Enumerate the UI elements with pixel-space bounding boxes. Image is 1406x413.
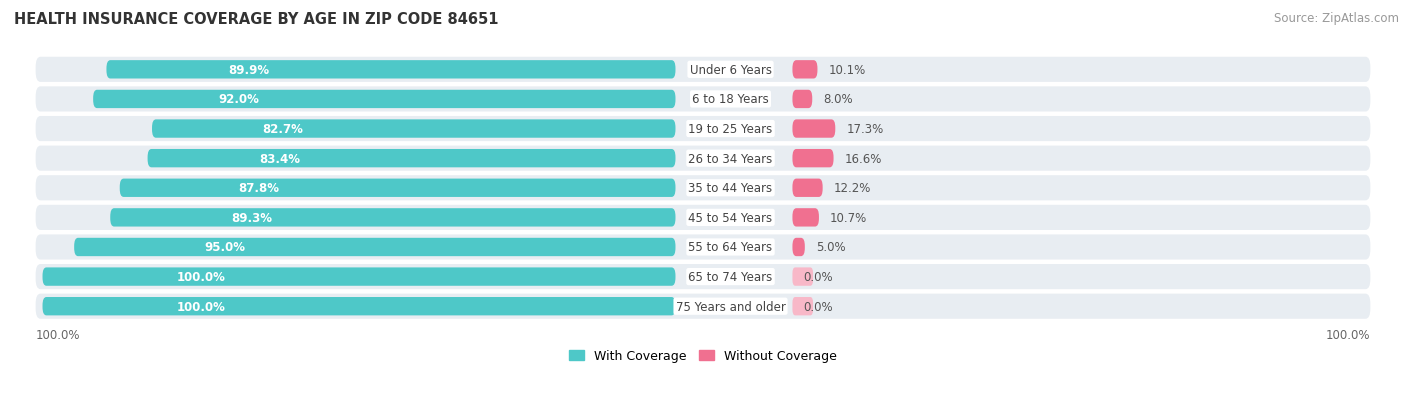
- Text: 5.0%: 5.0%: [815, 241, 845, 254]
- FancyBboxPatch shape: [93, 90, 675, 109]
- FancyBboxPatch shape: [107, 61, 675, 79]
- Text: 89.3%: 89.3%: [231, 211, 271, 224]
- Text: 12.2%: 12.2%: [834, 182, 872, 195]
- Text: 100.0%: 100.0%: [176, 300, 225, 313]
- Text: 6 to 18 Years: 6 to 18 Years: [692, 93, 769, 106]
- FancyBboxPatch shape: [35, 117, 1371, 142]
- Text: 100.0%: 100.0%: [35, 328, 80, 341]
- FancyBboxPatch shape: [148, 150, 675, 168]
- FancyBboxPatch shape: [793, 150, 834, 168]
- FancyBboxPatch shape: [35, 205, 1371, 230]
- Text: 35 to 44 Years: 35 to 44 Years: [689, 182, 772, 195]
- FancyBboxPatch shape: [35, 57, 1371, 83]
- FancyBboxPatch shape: [35, 235, 1371, 260]
- Text: Under 6 Years: Under 6 Years: [689, 64, 772, 77]
- FancyBboxPatch shape: [793, 238, 804, 256]
- FancyBboxPatch shape: [35, 294, 1371, 319]
- Text: 26 to 34 Years: 26 to 34 Years: [689, 152, 773, 165]
- Text: 0.0%: 0.0%: [803, 300, 834, 313]
- Text: HEALTH INSURANCE COVERAGE BY AGE IN ZIP CODE 84651: HEALTH INSURANCE COVERAGE BY AGE IN ZIP …: [14, 12, 499, 27]
- Text: 8.0%: 8.0%: [824, 93, 853, 106]
- FancyBboxPatch shape: [35, 146, 1371, 171]
- FancyBboxPatch shape: [793, 209, 818, 227]
- Text: 100.0%: 100.0%: [1326, 328, 1371, 341]
- Text: 87.8%: 87.8%: [238, 182, 280, 195]
- Text: Source: ZipAtlas.com: Source: ZipAtlas.com: [1274, 12, 1399, 25]
- FancyBboxPatch shape: [793, 268, 813, 286]
- FancyBboxPatch shape: [35, 176, 1371, 201]
- FancyBboxPatch shape: [793, 179, 823, 197]
- FancyBboxPatch shape: [793, 61, 817, 79]
- Text: 10.1%: 10.1%: [828, 64, 866, 77]
- FancyBboxPatch shape: [793, 297, 813, 316]
- Text: 55 to 64 Years: 55 to 64 Years: [689, 241, 772, 254]
- FancyBboxPatch shape: [42, 297, 675, 316]
- FancyBboxPatch shape: [793, 120, 835, 138]
- FancyBboxPatch shape: [35, 87, 1371, 112]
- FancyBboxPatch shape: [42, 268, 675, 286]
- Text: 45 to 54 Years: 45 to 54 Years: [689, 211, 772, 224]
- FancyBboxPatch shape: [120, 179, 675, 197]
- FancyBboxPatch shape: [35, 264, 1371, 290]
- Text: 100.0%: 100.0%: [176, 271, 225, 283]
- Text: 82.7%: 82.7%: [263, 123, 304, 136]
- Text: 65 to 74 Years: 65 to 74 Years: [689, 271, 773, 283]
- Text: 89.9%: 89.9%: [228, 64, 270, 77]
- Text: 19 to 25 Years: 19 to 25 Years: [689, 123, 773, 136]
- Text: 16.6%: 16.6%: [845, 152, 882, 165]
- FancyBboxPatch shape: [110, 209, 675, 227]
- Text: 75 Years and older: 75 Years and older: [675, 300, 786, 313]
- FancyBboxPatch shape: [793, 90, 813, 109]
- Text: 83.4%: 83.4%: [259, 152, 299, 165]
- FancyBboxPatch shape: [75, 238, 675, 256]
- Text: 92.0%: 92.0%: [218, 93, 259, 106]
- Legend: With Coverage, Without Coverage: With Coverage, Without Coverage: [564, 344, 842, 367]
- Text: 10.7%: 10.7%: [830, 211, 868, 224]
- Text: 0.0%: 0.0%: [803, 271, 834, 283]
- Text: 17.3%: 17.3%: [846, 123, 883, 136]
- FancyBboxPatch shape: [152, 120, 675, 138]
- Text: 95.0%: 95.0%: [204, 241, 245, 254]
